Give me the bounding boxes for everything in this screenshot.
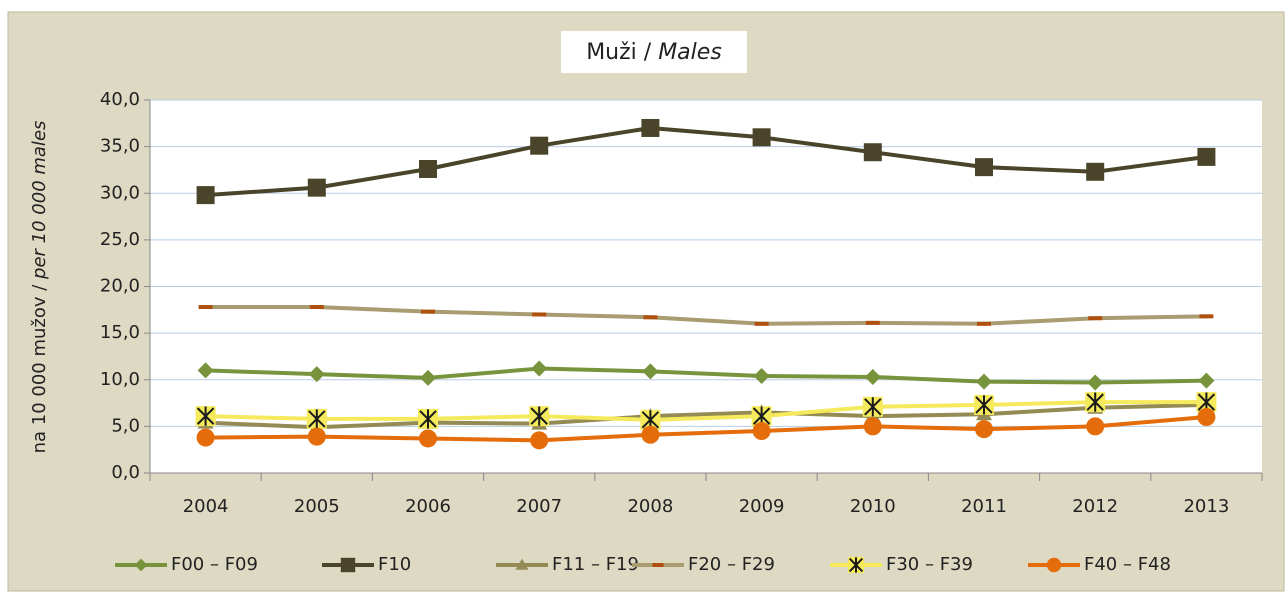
marker — [1086, 417, 1105, 436]
marker — [532, 312, 547, 317]
marker — [642, 363, 659, 380]
x-tick-label: 2010 — [850, 496, 896, 517]
x-tick-label: 2008 — [627, 496, 673, 517]
marker — [848, 557, 864, 573]
marker — [530, 431, 549, 450]
marker — [530, 406, 548, 426]
series-line — [205, 400, 1207, 422]
y-tick-label: 10,0 — [100, 369, 140, 390]
legend-label: F40 – F48 — [1084, 554, 1171, 575]
marker — [196, 406, 215, 426]
y-tick-label: 20,0 — [100, 276, 140, 297]
x-tick-label: 2005 — [294, 496, 340, 517]
marker — [975, 420, 993, 439]
series-line — [205, 402, 1207, 430]
marker — [975, 158, 993, 177]
x-tick-label: 2012 — [1072, 496, 1118, 517]
marker — [1197, 408, 1216, 427]
legend-label: F11 – F19 — [552, 554, 639, 575]
marker — [1088, 316, 1103, 321]
marker — [1087, 374, 1104, 391]
marker — [196, 428, 215, 447]
y-tick-label: 40,0 — [100, 89, 140, 110]
title-text: Muži / — [586, 40, 652, 65]
x-tick-label: 2011 — [961, 496, 1007, 517]
x-tick-label: 2004 — [183, 496, 229, 517]
marker — [134, 558, 148, 572]
marker — [198, 305, 213, 310]
marker — [196, 186, 215, 205]
marker — [976, 373, 992, 390]
y-label-text: na 10 000 mužov / — [29, 284, 50, 454]
marker — [641, 118, 660, 137]
series-line — [205, 415, 1207, 443]
y-label-italic: per 10 000 males — [29, 121, 50, 280]
series-line — [205, 305, 1207, 326]
marker — [419, 160, 437, 179]
marker — [340, 557, 356, 573]
marker — [752, 128, 771, 147]
marker — [419, 409, 437, 429]
marker — [308, 366, 325, 383]
marker — [309, 305, 324, 310]
y-tick-label: 30,0 — [100, 182, 140, 203]
marker — [752, 422, 771, 441]
marker — [420, 369, 436, 386]
y-tick-label: 5,0 — [111, 415, 140, 436]
marker — [307, 178, 326, 197]
marker — [419, 429, 437, 448]
y-tick-label: 0,0 — [111, 462, 140, 483]
marker — [531, 360, 548, 377]
x-tick-label: 2007 — [516, 496, 562, 517]
legend-label: F30 – F39 — [886, 554, 973, 575]
marker — [421, 309, 435, 314]
y-tick-label: 35,0 — [100, 136, 140, 157]
marker — [754, 321, 769, 326]
marker — [1046, 557, 1062, 573]
marker — [753, 368, 770, 385]
marker — [307, 427, 326, 446]
legend-label: F00 – F09 — [171, 554, 258, 575]
legend-label: F10 — [378, 554, 411, 575]
marker — [863, 143, 882, 162]
series-line — [205, 366, 1207, 385]
series-line — [205, 125, 1207, 198]
legend-label: F20 – F29 — [688, 554, 775, 575]
chart-title: Muži / Males — [586, 40, 722, 65]
marker — [975, 395, 993, 415]
marker — [530, 136, 549, 155]
marker — [864, 397, 882, 417]
x-tick-label: 2009 — [739, 496, 785, 517]
marker — [641, 425, 660, 444]
marker — [515, 558, 529, 570]
marker — [652, 563, 664, 567]
marker — [977, 321, 991, 326]
marker — [863, 417, 882, 436]
y-tick-label: 15,0 — [100, 322, 140, 343]
title-italic: Males — [658, 40, 722, 65]
x-tick-label: 2013 — [1183, 496, 1229, 517]
y-axis-label: na 10 000 mužov / per 10 000 males — [29, 121, 50, 454]
title-box — [561, 31, 747, 73]
marker — [1086, 392, 1104, 412]
marker — [197, 362, 214, 379]
marker — [308, 409, 326, 429]
marker — [1199, 314, 1214, 319]
marker — [864, 368, 881, 385]
marker — [865, 320, 880, 325]
marker — [1086, 162, 1105, 181]
marker — [643, 315, 658, 320]
y-tick-label: 25,0 — [100, 229, 140, 250]
marker — [1197, 147, 1216, 166]
marker — [1198, 372, 1215, 389]
x-tick-label: 2006 — [405, 496, 451, 517]
